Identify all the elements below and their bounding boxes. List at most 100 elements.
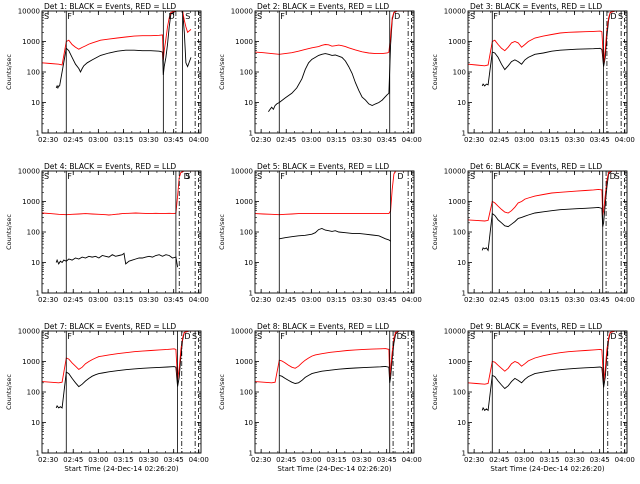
plot-frame bbox=[41, 330, 202, 454]
x-tick-label: 02:30 bbox=[38, 136, 58, 144]
series-lld bbox=[42, 171, 195, 216]
plot-area bbox=[255, 331, 412, 453]
y-tick-label: 1000 bbox=[22, 198, 40, 206]
x-tick-label: 04:00 bbox=[615, 456, 635, 464]
x-tick-label: 04:00 bbox=[189, 296, 209, 304]
marker-label: F bbox=[493, 332, 498, 341]
y-tick-label: 1000 bbox=[448, 358, 466, 366]
panel-title: Det 5: BLACK = Events, RED = LLD bbox=[257, 162, 389, 171]
x-tick-label: 03:15 bbox=[113, 456, 133, 464]
series-events bbox=[268, 11, 408, 112]
y-tick-label: 1000 bbox=[22, 358, 40, 366]
marker-label: S bbox=[618, 332, 623, 341]
y-tick-label: 1000 bbox=[235, 38, 253, 46]
y-tick-label: 10 bbox=[457, 99, 466, 107]
y-axis-label: Counts/sec bbox=[5, 374, 13, 410]
x-tick-label: 03:15 bbox=[326, 136, 346, 144]
x-tick-label: 02:45 bbox=[276, 136, 296, 144]
y-tick-label: 100 bbox=[27, 389, 40, 397]
series-events bbox=[55, 331, 195, 409]
marker-label: S bbox=[192, 332, 197, 341]
y-tick-label: 1000 bbox=[235, 358, 253, 366]
marker-label: D bbox=[397, 172, 403, 181]
y-tick-label: 10000 bbox=[231, 8, 253, 16]
x-tick-label: 03:45 bbox=[164, 456, 184, 464]
y-axis-label: Counts/sec bbox=[218, 54, 226, 90]
y-tick-label: 10000 bbox=[18, 168, 40, 176]
marker-label: F bbox=[280, 172, 285, 181]
y-tick-label: 10 bbox=[31, 419, 40, 427]
plot-area bbox=[255, 11, 412, 133]
x-tick-label: 02:45 bbox=[276, 296, 296, 304]
x-tick-label: 03:00 bbox=[88, 456, 108, 464]
marker-label: S bbox=[615, 172, 620, 181]
y-tick-label: 1 bbox=[36, 130, 40, 138]
x-tick-label: 03:45 bbox=[590, 456, 610, 464]
x-tick-label: 02:45 bbox=[489, 456, 509, 464]
series-events bbox=[279, 331, 408, 384]
plot-frame bbox=[467, 330, 628, 454]
y-axis-label: Counts/sec bbox=[431, 54, 439, 90]
x-tick-label: 03:45 bbox=[164, 136, 184, 144]
plot-frame bbox=[41, 10, 202, 134]
series-events bbox=[481, 331, 621, 412]
x-tick-label: 04:00 bbox=[189, 456, 209, 464]
y-tick-label: 1 bbox=[36, 290, 40, 298]
x-tick-label: 03:30 bbox=[351, 136, 371, 144]
detector-panel-6: Det 6: BLACK = Events, RED = LLD Counts/s… bbox=[431, 162, 635, 304]
x-tick-label: 02:30 bbox=[38, 456, 58, 464]
marker-label: S bbox=[44, 172, 49, 181]
x-tick-label: 02:30 bbox=[464, 296, 484, 304]
y-tick-label: 10000 bbox=[231, 328, 253, 336]
x-tick-label: 03:45 bbox=[377, 456, 397, 464]
plot-frame bbox=[254, 330, 415, 454]
y-tick-label: 100 bbox=[453, 69, 466, 77]
x-tick-label: 03:15 bbox=[113, 296, 133, 304]
plot-area bbox=[42, 171, 199, 293]
plot-area bbox=[42, 331, 199, 453]
x-tick-label: 03:45 bbox=[377, 136, 397, 144]
x-axis-label: Start Time (24-Dec-14 02:26:20) bbox=[490, 465, 604, 473]
series-lld bbox=[255, 11, 408, 55]
y-tick-label: 100 bbox=[27, 69, 40, 77]
x-tick-label: 02:30 bbox=[464, 456, 484, 464]
y-tick-label: 100 bbox=[240, 69, 253, 77]
y-tick-label: 1 bbox=[462, 130, 466, 138]
x-tick-label: 02:30 bbox=[251, 136, 271, 144]
marker-label: F bbox=[493, 172, 498, 181]
y-tick-label: 1 bbox=[462, 290, 466, 298]
x-tick-label: 03:15 bbox=[539, 456, 559, 464]
x-tick-label: 03:45 bbox=[164, 296, 184, 304]
plot-frame bbox=[41, 170, 202, 294]
series-events bbox=[279, 228, 391, 242]
x-tick-label: 04:00 bbox=[402, 296, 422, 304]
detector-panel-7: Det 7: BLACK = Events, RED = LLD Counts/s… bbox=[5, 322, 209, 473]
panel-title: Det 6: BLACK = Events, RED = LLD bbox=[470, 162, 602, 171]
detector-panel-8: Det 8: BLACK = Events, RED = LLD Counts/s… bbox=[218, 322, 422, 473]
x-tick-label: 04:00 bbox=[402, 136, 422, 144]
marker-label: S bbox=[185, 172, 190, 181]
x-tick-label: 03:15 bbox=[539, 296, 559, 304]
y-tick-label: 1 bbox=[249, 290, 253, 298]
y-axis-label: Counts/sec bbox=[218, 374, 226, 410]
plot-area bbox=[255, 171, 412, 293]
x-tick-label: 03:00 bbox=[88, 296, 108, 304]
series-lld bbox=[255, 171, 408, 216]
marker-label: S bbox=[470, 172, 475, 181]
series-events bbox=[55, 252, 179, 268]
y-tick-label: 10000 bbox=[18, 328, 40, 336]
x-tick-label: 02:45 bbox=[276, 456, 296, 464]
plot-frame bbox=[467, 10, 628, 134]
y-tick-label: 10 bbox=[31, 259, 40, 267]
x-tick-label: 03:30 bbox=[138, 456, 158, 464]
x-axis-label: Start Time (24-Dec-14 02:26:20) bbox=[64, 465, 178, 473]
y-tick-label: 10 bbox=[244, 99, 253, 107]
y-tick-label: 100 bbox=[240, 229, 253, 237]
y-axis-label: Counts/sec bbox=[5, 214, 13, 250]
x-tick-label: 03:00 bbox=[301, 136, 321, 144]
y-tick-label: 1000 bbox=[22, 38, 40, 46]
marker-label: D bbox=[610, 172, 616, 181]
panel-title: Det 2: BLACK = Events, RED = LLD bbox=[257, 2, 389, 11]
y-tick-label: 1 bbox=[249, 130, 253, 138]
marker-label: F bbox=[280, 332, 285, 341]
